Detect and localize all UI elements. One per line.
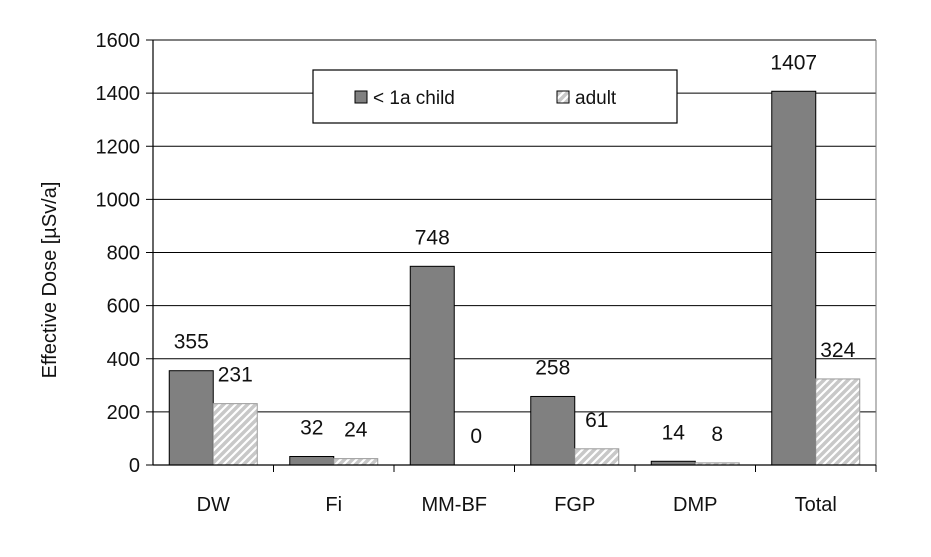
bar-child [409,265,455,466]
legend-box [312,69,678,124]
y-axis-label: Effective Dose [µSv/a] [39,182,61,379]
x-tick-label: Total [795,494,837,516]
data-label-child: 1407 [770,51,817,74]
y-tick-label: 600 [107,296,140,318]
gridlines [153,39,876,413]
y-tick-label: 1200 [96,136,141,158]
legend-label-child: < 1a child [373,88,455,109]
data-label-adult: 8 [711,423,723,446]
y-tick-label: 1400 [96,83,141,105]
y-tick-label: 200 [107,402,140,424]
legend: < 1a child adult [312,69,678,124]
bars [168,90,861,466]
y-tick-label: 400 [107,349,140,371]
data-label-child: 748 [415,226,450,249]
y-tick-label: 800 [107,243,140,265]
data-label-child: 355 [174,331,209,354]
bar-child [289,456,335,466]
data-label-adult: 324 [820,339,855,362]
bar-child [530,395,576,466]
bar-child [168,370,214,466]
y-tick-label: 1600 [96,30,141,52]
tick-labels: 0 200 400 600 800 1000 1200 1400 1600 DW Fi MM-BF FG… [96,30,837,516]
x-tick-label: DW [197,494,230,516]
x-tick-label: MM-BF [421,494,487,516]
axes [146,39,877,472]
legend-label-adult: adult [575,88,617,109]
legend-swatch-child [354,90,368,104]
x-tick-label: FGP [554,494,595,516]
y-tick-label: 1000 [96,189,141,211]
bar-adult [574,448,620,466]
x-tick-label: Fi [325,494,342,516]
bar-adult [212,403,258,466]
bar-adult [333,458,379,466]
bar-adult [815,378,861,466]
data-label-adult: 231 [218,364,253,387]
y-tick-label: 0 [129,455,140,477]
data-label-child: 32 [300,417,323,440]
data-label-child: 258 [535,356,570,379]
data-label-adult: 24 [344,419,368,442]
data-label-adult: 0 [470,425,482,448]
x-tick-label: DMP [673,494,717,516]
data-label-adult: 61 [585,409,608,432]
legend-swatch-adult [556,90,570,104]
bar-child [771,90,817,466]
data-label-child: 14 [662,421,686,444]
data-labels: 355 231 32 24 748 0 258 61 14 8 1407 324 [174,51,856,448]
